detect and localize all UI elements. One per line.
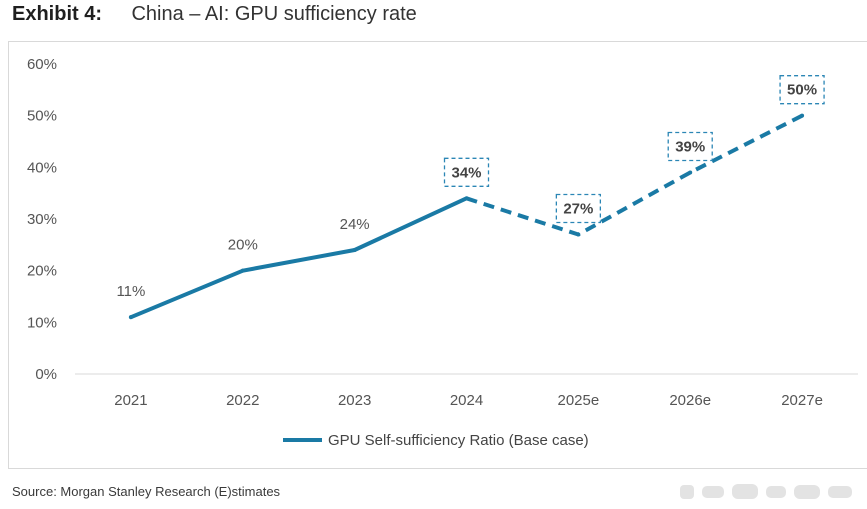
y-tick-label: 30% bbox=[27, 211, 57, 228]
legend-label: GPU Self-sufficiency Ratio (Base case) bbox=[328, 432, 589, 449]
y-tick-label: 10% bbox=[27, 314, 57, 331]
data-point bbox=[800, 113, 805, 118]
value-label: 27% bbox=[563, 201, 593, 218]
data-point bbox=[128, 315, 133, 320]
value-label: 20% bbox=[228, 237, 258, 254]
y-tick-label: 50% bbox=[27, 108, 57, 125]
data-point bbox=[464, 196, 469, 201]
series-line-actual bbox=[128, 196, 469, 320]
series-lines bbox=[128, 113, 805, 320]
x-tick-label: 2025e bbox=[557, 392, 599, 409]
exhibit-label: Exhibit 4: bbox=[12, 3, 103, 25]
chart-title: China – AI: GPU sufficiency rate bbox=[131, 3, 417, 25]
data-point bbox=[576, 232, 581, 237]
y-tick-label: 20% bbox=[27, 263, 57, 280]
x-tick-label: 2022 bbox=[226, 392, 259, 409]
y-tick-label: 40% bbox=[27, 159, 57, 176]
chart-panel bbox=[8, 41, 867, 469]
value-label: 34% bbox=[451, 164, 481, 181]
value-label: 50% bbox=[787, 82, 817, 99]
x-axis: 2021 2022 2023 2024 2025e 2026e 2027e bbox=[114, 392, 823, 409]
title-row: Exhibit 4: China – AI: GPU sufficiency r… bbox=[12, 3, 417, 31]
data-point bbox=[352, 248, 357, 252]
data-point bbox=[688, 170, 693, 175]
y-axis: 0% 10% 20% 30% 40% 50% 60% bbox=[27, 56, 57, 383]
value-label-box bbox=[667, 131, 713, 162]
value-labels: 11% 20% 24% 34% 27% 39% 50% bbox=[116, 75, 825, 300]
value-label-box bbox=[779, 75, 825, 105]
line-chart: 0%10%20%30%40%50%60% 2021 2022 2023 2024 202… bbox=[27, 56, 858, 449]
y-tick-label: 0% bbox=[35, 366, 57, 383]
value-label: 39% bbox=[675, 139, 705, 156]
value-label: 11% bbox=[116, 283, 145, 300]
x-tick-label: 2023 bbox=[338, 392, 371, 409]
x-tick-label: 2024 bbox=[450, 392, 483, 409]
watermark-logo bbox=[680, 484, 852, 499]
y-tick-label: 60% bbox=[27, 56, 57, 73]
x-tick-label: 2021 bbox=[114, 392, 147, 409]
value-label-box bbox=[555, 193, 602, 224]
legend: GPU Self-sufficiency Ratio (Base case) bbox=[283, 432, 589, 449]
value-label: 24% bbox=[340, 216, 370, 233]
source-note: Source: Morgan Stanley Research (E)stima… bbox=[12, 484, 281, 499]
x-tick-label: 2027e bbox=[781, 392, 823, 409]
x-tick-label: 2026e bbox=[669, 392, 711, 409]
series-line-estimate bbox=[465, 113, 803, 237]
data-point bbox=[240, 268, 245, 273]
value-label-box bbox=[443, 157, 490, 187]
